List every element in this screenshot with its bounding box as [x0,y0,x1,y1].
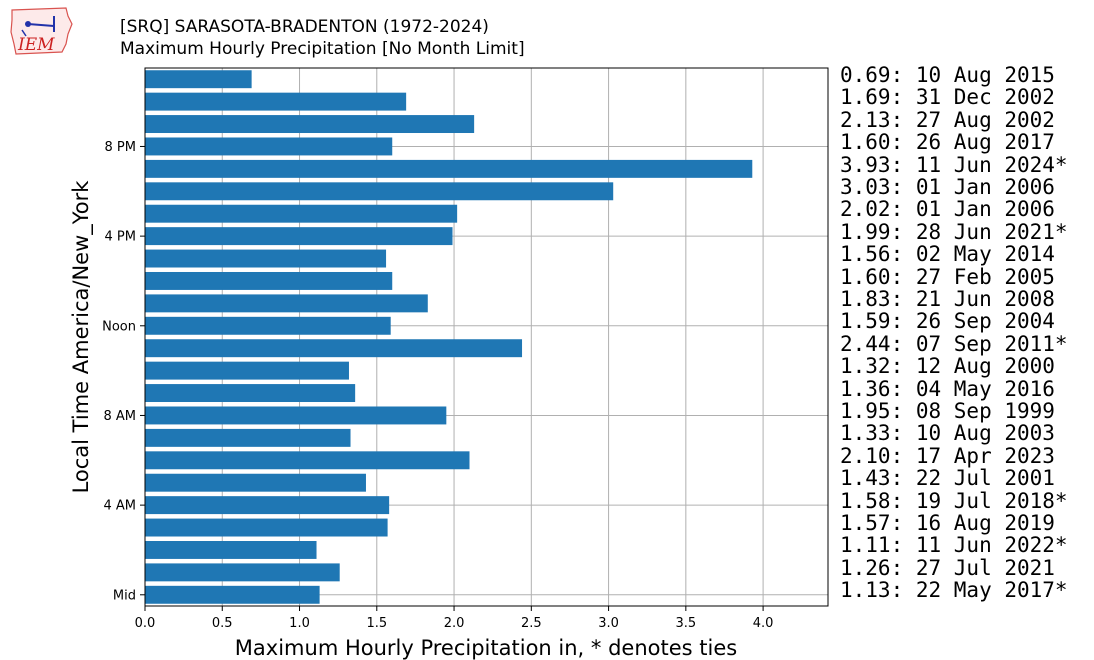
value-label: 3.93: 11 Jun 2024* [840,152,1068,177]
y-tick-label: 8 PM [105,140,136,155]
value-label: 1.36: 04 May 2016 [840,376,1055,401]
x-tick-label: 3.5 [675,616,696,631]
x-tick-label: 1.0 [289,616,310,631]
bar [145,473,366,492]
value-label: 0.69: 10 Aug 2015 [840,63,1055,87]
bar [145,518,388,537]
plot-frame [144,67,829,607]
x-tick-label: 2.5 [521,616,542,631]
bar [145,204,458,223]
value-label: 1.13: 22 May 2017* [840,578,1068,603]
y-axis-label: Local Time America/New_York [69,180,94,494]
bar [145,585,320,604]
value-label: 2.13: 27 Aug 2002 [840,107,1055,132]
bar [145,406,447,425]
value-label: 1.60: 27 Feb 2005 [840,264,1055,289]
value-label: 1.69: 31 Dec 2002 [840,85,1055,110]
bar [145,428,351,447]
bar [145,70,252,89]
y-tick-label: 4 PM [105,230,136,245]
bar [145,182,614,201]
x-tick-label: 0.5 [212,616,233,631]
value-label: 1.57: 16 Aug 2019 [840,511,1055,535]
x-ticks: 0.0 0.5 1.0 1.5 2.0 2.5 3.0 3.5 4.0 [135,606,774,631]
value-label: 3.03: 01 Jan 2006 [840,175,1055,199]
bar [145,159,753,178]
iem-logo: IEM [10,7,73,55]
bar [145,451,470,470]
bar [145,563,340,582]
value-label: 2.44: 07 Sep 2011* [840,331,1068,356]
value-label: 1.56: 02 May 2014 [840,242,1055,267]
y-tick-label: Mid [113,588,136,603]
bar [145,540,317,559]
value-label: 2.10: 17 Apr 2023 [840,443,1055,468]
bars [145,70,753,604]
value-label: 1.26: 27 Jul 2021 [840,555,1055,580]
value-label: 1.43: 22 Jul 2001 [840,466,1055,491]
value-label: 1.58: 19 Jul 2018* [840,488,1068,513]
x-tick-label: 3.0 [598,616,619,631]
x-tick-label: 0.0 [135,616,156,631]
bar [145,339,523,358]
bar [145,496,390,515]
x-tick-label: 1.5 [366,616,387,631]
y-tick-label: 4 AM [103,499,136,514]
bar [145,137,393,156]
bar [145,294,428,313]
value-label: 1.11: 11 Jun 2022* [840,533,1068,558]
chart-subtitle: Maximum Hourly Precipitation [No Month L… [120,39,525,59]
x-tick-label: 2.0 [444,616,465,631]
iowa-outline-icon [10,7,73,55]
bar [145,227,453,246]
value-label: 1.83: 21 Jun 2008 [840,287,1055,311]
bar [145,384,356,403]
value-label: 2.02: 01 Jan 2006 [840,197,1055,222]
bar [145,249,387,268]
bar [145,361,349,380]
bar [145,115,475,134]
value-label: 1.99: 28 Jun 2021* [840,219,1068,244]
y-tick-label: 8 AM [103,409,136,424]
svg-text:IEM: IEM [17,35,55,55]
value-label: 1.33: 10 Aug 2003 [840,421,1055,446]
x-axis-label: Maximum Hourly Precipitation in, * denot… [235,636,737,660]
bar [145,271,393,290]
value-label: 1.95: 08 Sep 1999 [840,399,1055,423]
chart-title: [SRQ] SARASOTA-BRADENTON (1972-2024) [120,17,489,37]
chart-title-block: [SRQ] SARASOTA-BRADENTON (1972-2024) Max… [120,16,525,60]
bar [145,92,407,111]
value-label: 1.32: 12 Aug 2000 [840,354,1055,379]
bar [145,316,391,335]
x-tick-label: 4.0 [753,616,774,631]
y-ticks: Mid 4 AM 8 AM Noon 4 PM 8 PM [102,140,145,603]
value-label: 1.59: 26 Sep 2004 [840,309,1055,334]
value-label: 1.60: 26 Aug 2017 [840,130,1055,155]
y-tick-label: Noon [102,319,136,334]
